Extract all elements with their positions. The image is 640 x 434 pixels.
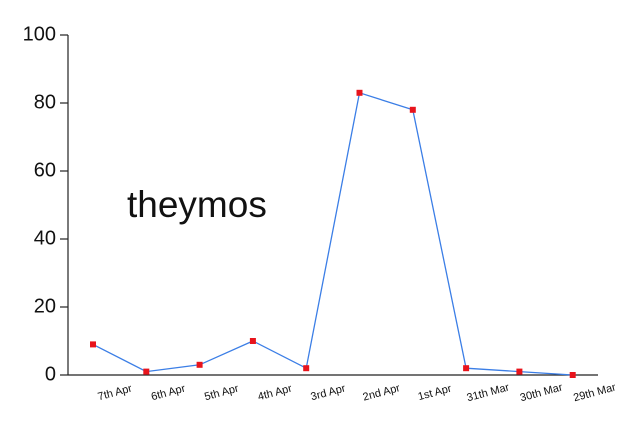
x-tick-label: 7th Apr [97, 383, 134, 404]
data-point [196, 361, 203, 368]
x-tick-label: 6th Apr [150, 383, 187, 404]
x-tick-label: 30th Mar [519, 381, 564, 404]
annotation: theymos [127, 184, 267, 225]
data-point [90, 341, 96, 348]
y-tick-label: 80 [34, 91, 56, 113]
y-tick-label: 0 [45, 363, 56, 385]
data-line [92, 91, 573, 376]
data-point [516, 368, 523, 375]
data-point [569, 372, 576, 378]
x-tick-label: 31th Mar [466, 381, 511, 404]
y-tick-label: 40 [34, 227, 56, 249]
x-tick-label: 4th Apr [256, 383, 293, 404]
data-point [409, 106, 416, 113]
y-tick-label: 60 [34, 159, 56, 181]
x-tick-label: 29th Mar [572, 381, 617, 404]
data-point [463, 365, 470, 372]
x-tick-label: 5th Apr [203, 383, 240, 404]
x-tick-label: 1st Apr [417, 383, 454, 404]
data-point [143, 368, 150, 375]
y-tick-label: 20 [34, 295, 56, 317]
data-point [249, 338, 256, 344]
x-tick-label: 3rd Apr [309, 382, 347, 403]
data-point [303, 365, 310, 372]
x-tick-label: 2nd Apr [362, 382, 402, 403]
y-tick-label: 100 [23, 23, 56, 45]
data-point [356, 89, 363, 96]
